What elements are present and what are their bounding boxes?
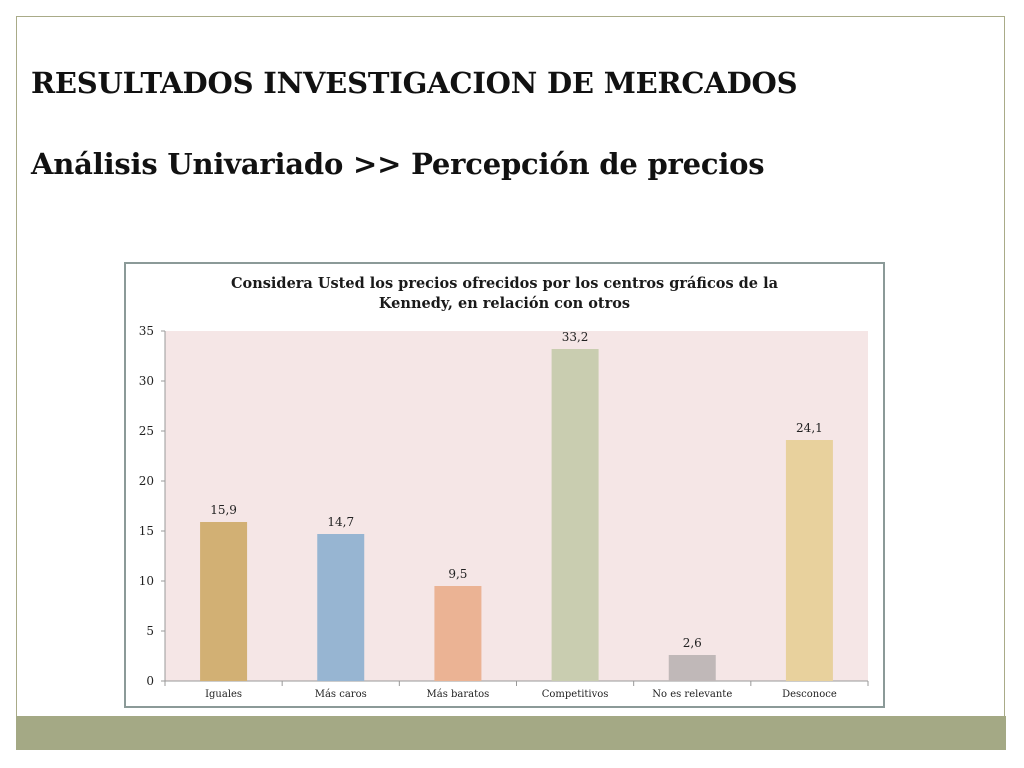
x-axis: Iguales Más caros Más baratos Competitivos N…	[164, 680, 869, 700]
bar	[668, 655, 716, 681]
y-tick-label: 10	[139, 574, 154, 588]
bottom-bar	[16, 716, 1006, 750]
bars	[200, 349, 833, 681]
bar	[200, 522, 248, 681]
bar	[785, 440, 833, 681]
slide-subtitle: Análisis Univariado >> Percepción de pre…	[31, 147, 765, 181]
x-tick-label: Desconoce	[782, 689, 837, 700]
x-tick-label: Más caros	[315, 689, 367, 700]
y-tick-label: 35	[139, 324, 154, 338]
bar	[434, 586, 482, 681]
chart-title-line-2: Kennedy, en relación con otros	[378, 295, 631, 312]
chart-container: Considera Usted los precios ofrecidos po…	[124, 262, 885, 708]
data-label: 24,1	[796, 421, 823, 435]
data-label: 9,5	[448, 567, 467, 581]
plot-background	[165, 331, 868, 681]
bar	[317, 534, 365, 681]
x-tick-label: No es relevante	[652, 689, 732, 700]
y-tick-label: 30	[139, 374, 154, 388]
chart-title: Considera Usted los precios ofrecidos po…	[126, 274, 883, 314]
y-axis: 0 5 10 15 20 25 30 35	[139, 324, 166, 688]
x-tick-label: Iguales	[205, 689, 242, 700]
slide-title: RESULTADOS INVESTIGACION DE MERCADOS	[31, 66, 798, 100]
y-tick-label: 20	[139, 474, 154, 488]
value-labels: 15,9 14,7 9,5 33,2 2,6 24,1	[210, 330, 823, 650]
y-tick-label: 5	[146, 624, 154, 638]
y-tick-label: 0	[146, 674, 154, 688]
data-label: 15,9	[210, 503, 237, 517]
x-tick-label: Competitivos	[542, 689, 609, 700]
y-tick-label: 25	[139, 424, 154, 438]
bar	[551, 349, 599, 681]
data-label: 14,7	[327, 515, 354, 529]
chart-title-line-1: Considera Usted los precios ofrecidos po…	[231, 275, 778, 292]
data-label: 33,2	[562, 330, 589, 344]
x-tick-label: Más baratos	[427, 689, 490, 700]
bar-chart: 0 5 10 15 20 25 30 35 Iguales Más caros Más barat…	[139, 324, 869, 700]
data-label: 2,6	[683, 636, 702, 650]
y-tick-label: 15	[139, 524, 154, 538]
